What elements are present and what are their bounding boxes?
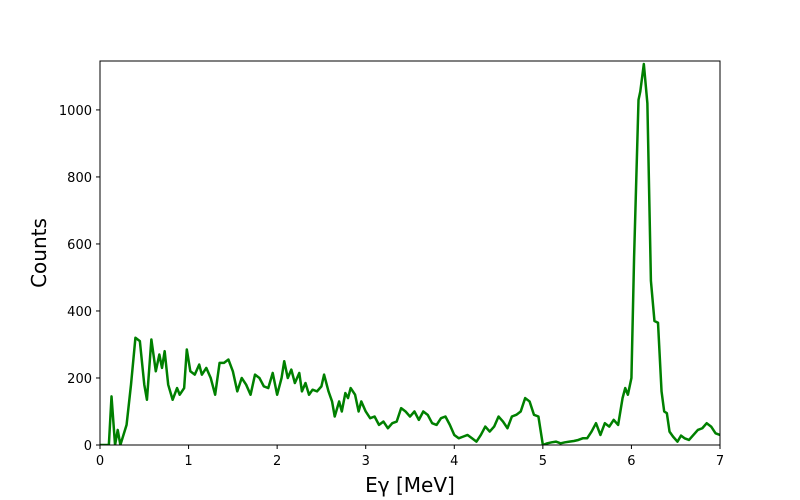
plot-frame xyxy=(99,60,721,446)
x-tick-label: 6 xyxy=(627,454,635,469)
y-tick-label: 1000 xyxy=(59,104,92,119)
x-tick-label: 4 xyxy=(450,454,458,469)
y-tick-label: 400 xyxy=(67,305,92,320)
y-tick-label: 800 xyxy=(67,171,92,186)
y-tick-label: 200 xyxy=(67,372,92,387)
y-tick-label: 0 xyxy=(84,439,92,454)
x-tick-label: 0 xyxy=(96,454,104,469)
x-tick-label: 2 xyxy=(273,454,281,469)
y-axis-label: Counts xyxy=(27,218,51,288)
data-line xyxy=(100,62,720,445)
x-tick-label: 1 xyxy=(184,454,192,469)
x-tick-label: 3 xyxy=(362,454,370,469)
x-axis-label: Eγ [MeV] xyxy=(365,473,455,497)
x-tick-label: 7 xyxy=(716,454,724,469)
y-tick-label: 600 xyxy=(67,238,92,253)
x-tick-label: 5 xyxy=(539,454,547,469)
